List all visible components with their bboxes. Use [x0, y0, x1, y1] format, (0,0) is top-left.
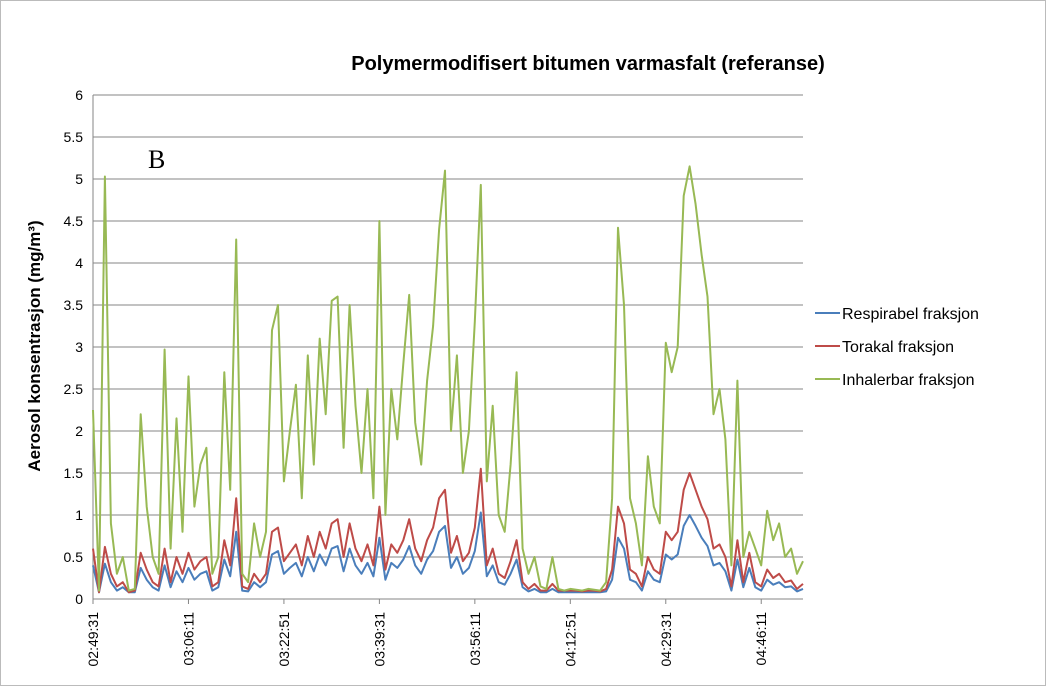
- legend-label: Respirabel fraksjon: [842, 306, 979, 323]
- y-tick-label: 3.5: [64, 297, 84, 313]
- y-axis-label: Aerosol konsentrasjon (mg/m³): [25, 220, 44, 471]
- series-line: [92, 467, 804, 594]
- x-tick-label: 03:06:11: [180, 612, 196, 666]
- y-tick-label: 3: [75, 339, 83, 355]
- y-tick-label: 1: [75, 507, 83, 523]
- y-tick-label: 2: [75, 423, 83, 439]
- x-tick-label: 04:29:31: [658, 612, 674, 667]
- series-line: [92, 165, 804, 592]
- y-tick-label: 5: [75, 171, 83, 187]
- y-tick-label: 1.5: [64, 465, 84, 481]
- x-tick-label: 02:49:31: [85, 612, 101, 667]
- annotation: B: [148, 145, 165, 174]
- y-tick-label: 6: [75, 87, 83, 103]
- y-tick-label: 0.5: [64, 549, 84, 565]
- x-tick-label: 03:39:31: [371, 612, 387, 667]
- series-line: [92, 511, 804, 594]
- y-tick-label: 0: [75, 591, 83, 607]
- x-tick-label: 04:12:51: [562, 612, 578, 667]
- y-tick-label: 4.5: [64, 213, 84, 229]
- chart-title: Polymermodifisert bitumen varmasfalt (re…: [351, 53, 825, 75]
- y-tick-label: 2.5: [64, 381, 84, 397]
- y-tick-label: 5.5: [64, 129, 84, 145]
- x-tick-label: 03:56:11: [467, 612, 483, 666]
- legend-label: Inhalerbar fraksjon: [842, 372, 975, 389]
- x-tick-label: 03:22:51: [276, 612, 292, 667]
- x-tick-label: 04:46:11: [753, 612, 769, 666]
- y-tick-label: 4: [75, 255, 83, 271]
- legend-label: Torakal fraksjon: [842, 339, 954, 356]
